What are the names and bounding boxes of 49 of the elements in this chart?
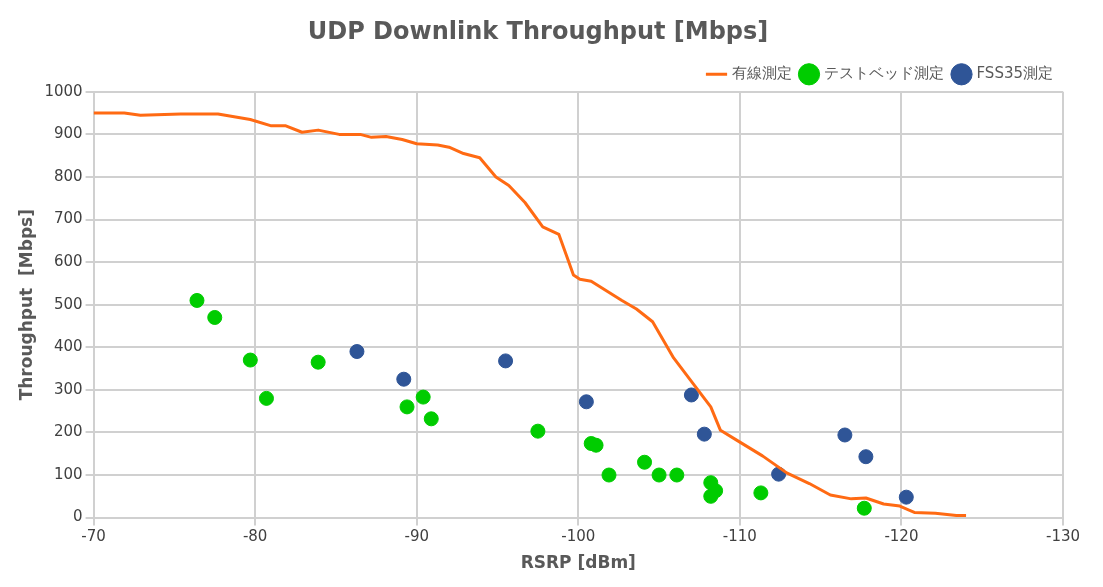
x-tick-label: -90 <box>404 527 429 546</box>
legend-label: テストベッド測定 <box>824 64 945 83</box>
x-tick-label: -130 <box>1045 527 1081 546</box>
x-tick-label: -120 <box>884 527 919 546</box>
point <box>753 485 769 501</box>
point <box>578 394 594 410</box>
x-tick-label: -70 <box>81 527 106 546</box>
point <box>258 390 274 406</box>
point <box>601 467 617 483</box>
point <box>696 426 712 442</box>
chart-title: UDP Downlink Throughput [Mbps] <box>307 16 769 45</box>
point <box>530 423 546 439</box>
y-tick-label: 800 <box>53 166 83 185</box>
legend-label: 有線測定 <box>731 64 792 83</box>
y-tick-label: 0 <box>73 507 83 526</box>
point <box>207 309 223 325</box>
point <box>189 292 205 308</box>
x-tick-label: -80 <box>242 527 268 546</box>
y-tick-label: 500 <box>53 294 83 313</box>
point <box>683 387 699 403</box>
y-tick-label: 400 <box>53 337 83 356</box>
y-tick-label: 100 <box>53 464 83 483</box>
point <box>399 399 415 415</box>
legend-label: FSS35測定 <box>976 64 1054 83</box>
point <box>415 389 431 405</box>
point <box>349 344 365 360</box>
y-tick-label: 300 <box>53 379 83 398</box>
x-tick-label: -110 <box>722 527 757 546</box>
y-tick-label: 700 <box>53 209 83 228</box>
point <box>856 500 872 516</box>
x-tick-label: -100 <box>561 527 596 546</box>
point <box>651 467 667 483</box>
y-tick-label: 200 <box>53 422 83 441</box>
point <box>242 352 258 368</box>
point <box>423 411 439 427</box>
point <box>637 454 653 470</box>
point <box>703 488 719 504</box>
point <box>898 489 914 505</box>
point <box>310 354 326 370</box>
x-axis-title: RSRP [dBm] <box>520 552 636 573</box>
point <box>837 427 853 443</box>
point <box>669 467 685 483</box>
point <box>498 353 514 369</box>
y-tick-label: 900 <box>53 124 83 143</box>
y-axis-title: Throughput [Mbps] <box>15 209 36 401</box>
y-tick-label: 600 <box>53 252 83 271</box>
point <box>396 371 412 387</box>
point <box>858 449 874 465</box>
y-tick-label: 1000 <box>44 81 83 100</box>
